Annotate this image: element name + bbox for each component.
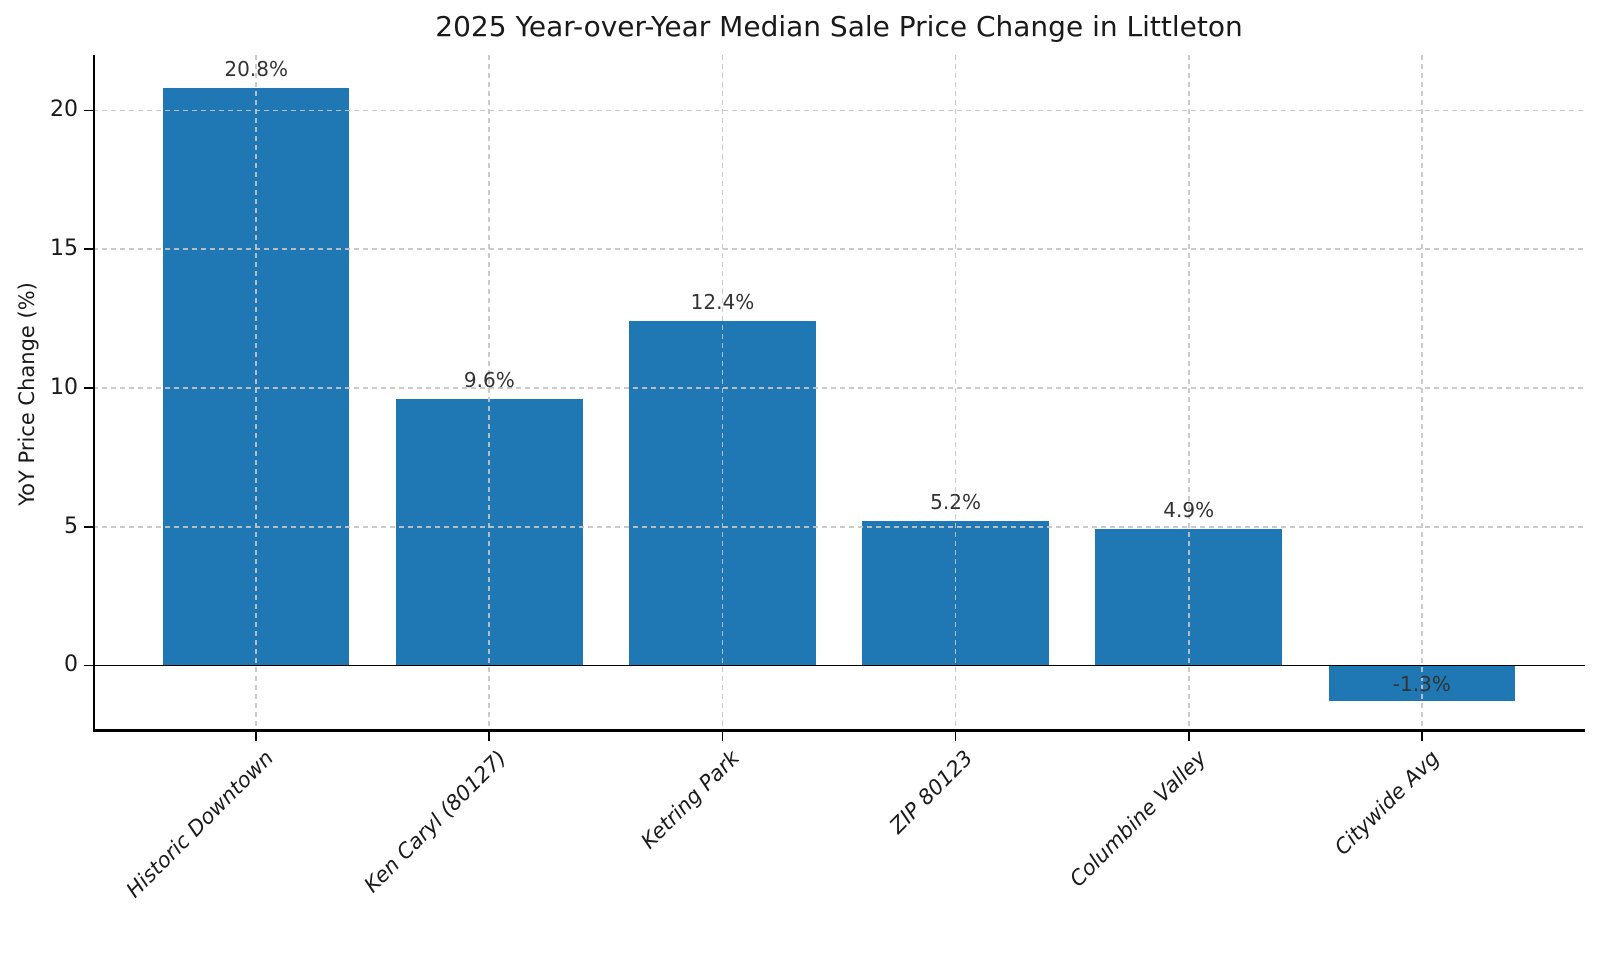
x-tick — [721, 732, 724, 741]
x-tick — [255, 732, 258, 741]
plot-area: 20.8% 9.6% 12.4% 5.2% 4.9% -1.3% — [84, 55, 1585, 741]
y-tick-label: 0 — [64, 652, 78, 678]
x-tick-label: Ketring Park — [636, 745, 745, 854]
y-tick-label: 10 — [50, 374, 78, 400]
y-tick-label: 20 — [50, 97, 78, 123]
chart-title: 2025 Year-over-Year Median Sale Price Ch… — [435, 10, 1243, 43]
x-tick — [954, 732, 957, 741]
y-tick — [84, 248, 93, 251]
bottom-axis-spine — [93, 729, 1585, 732]
bar-value-label: -1.3% — [1392, 672, 1451, 697]
y-tick — [84, 109, 93, 112]
zero-line — [93, 664, 1585, 667]
y-gridline — [93, 387, 1585, 389]
x-tick-label: Ken Caryl (80127) — [359, 745, 511, 898]
y-gridline — [93, 525, 1585, 528]
bar-value-label: 5.2% — [930, 490, 981, 515]
x-gridline — [488, 55, 491, 732]
x-tick — [488, 732, 491, 741]
x-tick — [1420, 732, 1423, 741]
y-tick — [84, 525, 93, 528]
x-tick-label: Citywide Avg — [1329, 745, 1444, 860]
y-tick-label: 5 — [64, 513, 78, 539]
x-gridline — [1420, 55, 1423, 732]
x-gridline — [721, 55, 724, 732]
bar-value-label: 4.9% — [1163, 498, 1215, 523]
y-gridline — [93, 109, 1585, 112]
bar-value-label: 20.8% — [224, 57, 288, 82]
y-tick — [84, 664, 93, 667]
left-axis-spine — [93, 55, 96, 732]
x-tick-label: ZIP 80123 — [884, 745, 978, 839]
y-tick — [84, 387, 93, 389]
x-tick — [1187, 732, 1190, 741]
x-tick-label: Columbine Valley — [1064, 745, 1211, 892]
y-tick-label: 15 — [50, 236, 78, 262]
y-gridline — [93, 248, 1585, 251]
x-gridline — [1187, 55, 1190, 732]
bar-value-label: 9.6% — [463, 368, 515, 393]
x-gridline — [954, 55, 957, 732]
x-gridline — [255, 55, 258, 732]
bar-value-label: 12.4% — [690, 290, 755, 315]
x-tick-label: Historic Downtown — [121, 745, 278, 903]
